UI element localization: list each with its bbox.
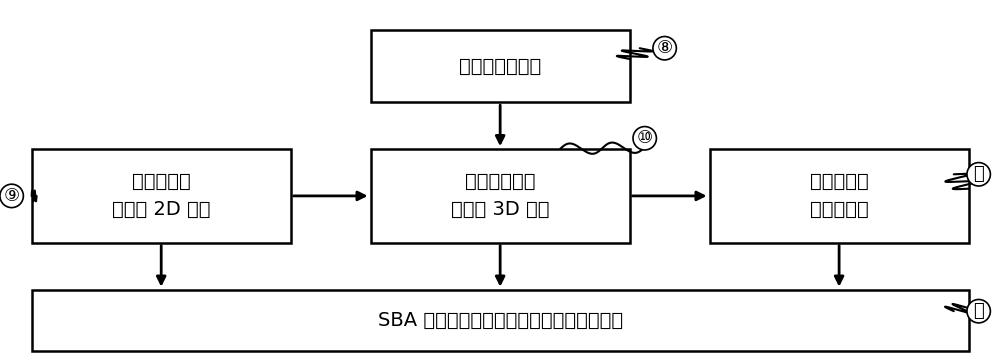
FancyBboxPatch shape — [710, 149, 969, 243]
Text: 球面角点检
测，得 2D 坐标: 球面角点检 测，得 2D 坐标 — [112, 172, 210, 219]
FancyBboxPatch shape — [32, 149, 291, 243]
Text: 预估相机的
初始外参数: 预估相机的 初始外参数 — [810, 172, 868, 219]
Text: ⑧: ⑧ — [657, 39, 673, 57]
Text: ⑩: ⑩ — [637, 129, 653, 147]
Text: 计算标记点及
球心的 3D 坐标: 计算标记点及 球心的 3D 坐标 — [451, 172, 549, 219]
FancyBboxPatch shape — [32, 290, 969, 351]
Text: ⑨: ⑨ — [4, 187, 20, 205]
Text: ⑫: ⑫ — [973, 302, 984, 320]
Text: SBA 非线性优化，得到准确的相机内外参数: SBA 非线性优化，得到准确的相机内外参数 — [378, 311, 623, 330]
Text: ⑪: ⑪ — [973, 165, 984, 183]
Text: 预估球心及直径: 预估球心及直径 — [459, 57, 541, 76]
FancyBboxPatch shape — [371, 30, 630, 102]
FancyBboxPatch shape — [371, 149, 630, 243]
